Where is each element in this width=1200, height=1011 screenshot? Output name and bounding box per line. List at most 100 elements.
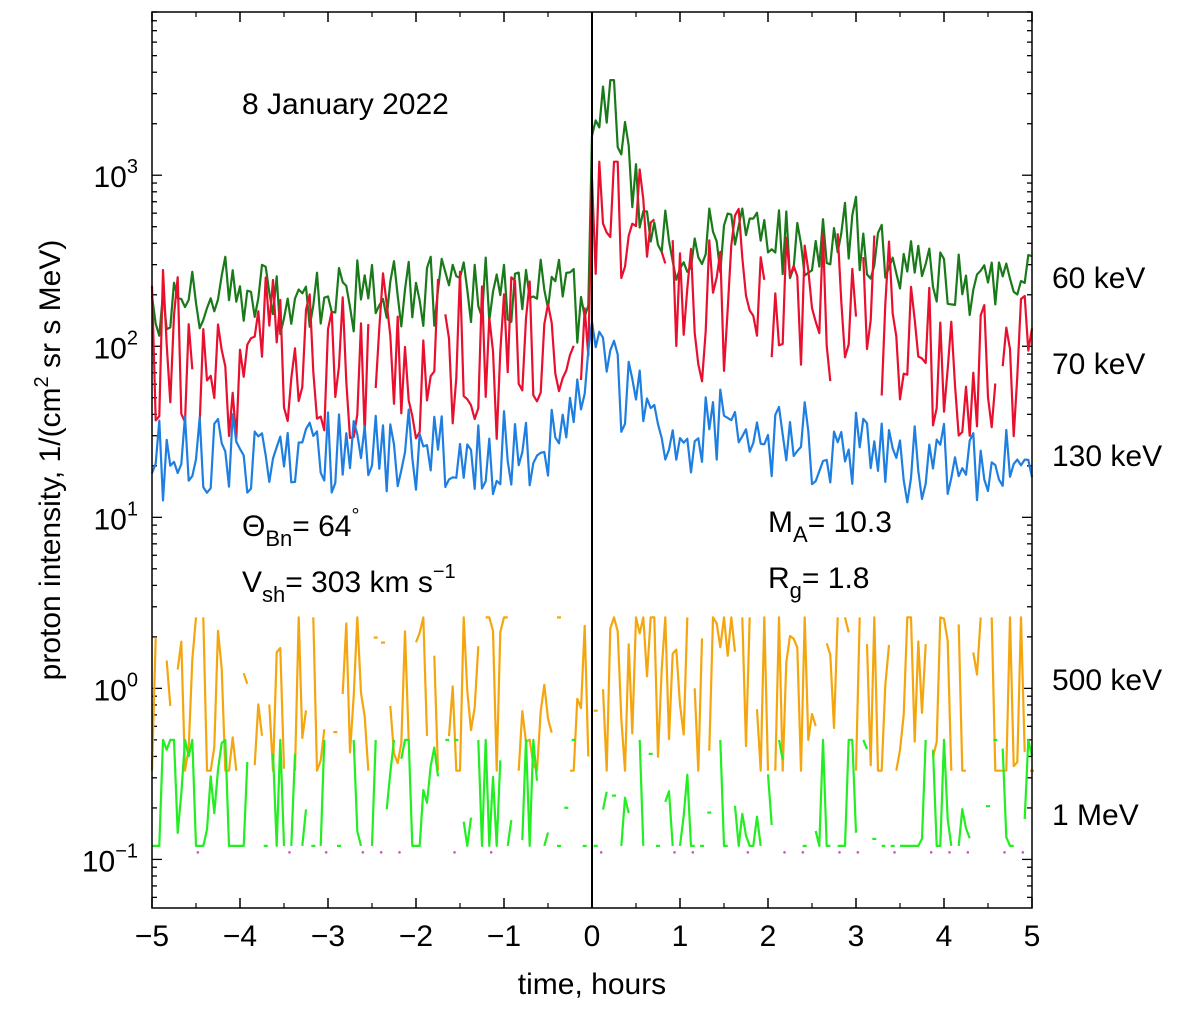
series-line — [293, 616, 308, 771]
series-line — [837, 738, 858, 848]
series-line — [1023, 738, 1034, 820]
series-line — [774, 616, 817, 772]
series-line — [462, 817, 473, 848]
y-tick-label: 101 — [94, 498, 139, 536]
series-line — [660, 251, 667, 264]
series-point — [398, 851, 401, 854]
series-line — [414, 616, 429, 736]
series-point — [856, 851, 860, 854]
series-line — [733, 805, 762, 848]
series-point — [929, 851, 933, 854]
series-point — [948, 851, 951, 854]
legend-label: 500 keV — [1052, 664, 1162, 697]
series-point — [196, 851, 200, 854]
series-line — [880, 240, 997, 437]
series-70-kev — [150, 160, 1034, 440]
x-tick-label: −3 — [311, 920, 345, 953]
series-line — [664, 790, 674, 846]
series-line — [678, 773, 695, 848]
mach-number-annotation: MA= 10.3 — [768, 506, 892, 547]
series-line — [836, 233, 858, 359]
series-line — [601, 616, 689, 772]
series-line — [777, 739, 784, 760]
series-line — [1001, 748, 1014, 848]
series-line — [165, 660, 172, 706]
series-line — [444, 270, 575, 440]
legend-label: 70 keV — [1052, 348, 1145, 381]
x-tick-label: 0 — [584, 920, 601, 953]
x-tick-label: 5 — [1024, 920, 1041, 953]
x-tick-label: −5 — [135, 920, 169, 953]
series-point — [1021, 851, 1025, 854]
series-point — [966, 851, 970, 854]
series-line — [900, 739, 927, 848]
series-line — [1001, 294, 1034, 438]
series-line — [990, 616, 1026, 772]
series-line — [506, 819, 513, 847]
series-line — [570, 624, 590, 772]
series-line — [433, 655, 440, 771]
x-axis-label: time, hours — [518, 968, 666, 1001]
series-line — [374, 272, 440, 440]
series-line — [176, 617, 198, 772]
series-line — [485, 616, 508, 772]
x-tick-label: −4 — [223, 920, 257, 953]
series-line — [862, 235, 876, 351]
series-500-kev — [150, 616, 1034, 772]
series-line — [400, 738, 440, 848]
y-axis-label: proton intensity, 1/(cm2 sr s MeV) — [31, 240, 67, 681]
x-tick-label: −2 — [399, 920, 433, 953]
gyroradius-annotation: Rg= 1.8 — [768, 562, 869, 603]
series-point — [746, 851, 750, 854]
series-1-mev — [152, 738, 1034, 848]
series-line — [708, 616, 737, 751]
legend-label: 130 keV — [1052, 440, 1162, 473]
series-background — [196, 851, 1025, 854]
series-line — [620, 796, 630, 846]
series-point — [673, 851, 676, 854]
series-line — [370, 739, 377, 846]
series-line — [601, 791, 608, 810]
series-line — [385, 739, 396, 810]
series-line — [301, 809, 308, 847]
series-point — [691, 851, 695, 854]
legend-label: 60 keV — [1052, 262, 1145, 295]
series-line — [693, 638, 704, 772]
series-line — [150, 268, 194, 424]
y-tick-label: 10−1 — [82, 840, 138, 878]
series-point — [324, 851, 328, 854]
x-tick-label: 2 — [760, 920, 777, 953]
x-tick-label: 3 — [848, 920, 865, 953]
series-point — [801, 851, 805, 854]
series-line — [447, 616, 480, 772]
series-line — [719, 739, 728, 848]
y-tick-label: 103 — [94, 156, 139, 194]
series-line — [579, 160, 656, 381]
series-line — [290, 753, 297, 846]
series-point — [489, 851, 493, 854]
series-line — [770, 232, 832, 382]
series-line — [825, 617, 839, 730]
series-line — [931, 738, 953, 848]
series-point — [599, 851, 603, 854]
theta-bn-annotation: ΘBn= 64° — [242, 505, 360, 551]
series-line — [638, 739, 645, 846]
series-point — [453, 851, 456, 854]
series-line — [253, 703, 264, 766]
series-line — [766, 774, 773, 826]
series-line — [543, 832, 550, 847]
series-line — [972, 617, 982, 676]
series-line — [319, 739, 326, 846]
x-tick-label: −1 — [487, 920, 521, 953]
series-line — [957, 807, 971, 847]
x-tick-label: 1 — [672, 920, 689, 953]
series-line — [957, 624, 966, 772]
series-point — [838, 851, 841, 854]
series-line — [198, 276, 370, 440]
series-line — [268, 646, 286, 772]
series-line — [671, 207, 766, 383]
shock-speed-annotation: Vsh= 303 km s−1 — [242, 561, 456, 607]
series-point — [783, 851, 786, 854]
series-line — [814, 738, 831, 848]
legend-label: 1 MeV — [1052, 799, 1139, 832]
